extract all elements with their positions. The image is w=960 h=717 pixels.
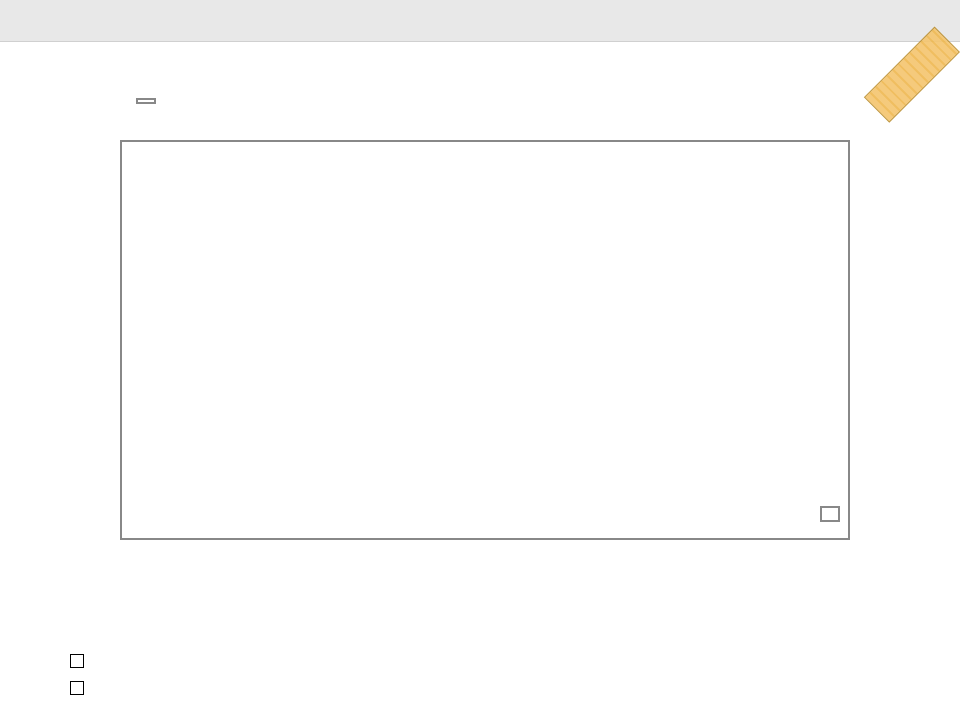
bullet-icon [70,681,84,695]
bullet-2 [70,676,92,699]
bullet-1 [70,649,92,672]
page-title [0,42,960,74]
top-bar [0,0,960,42]
footnotes [70,645,92,703]
bullet-icon [70,654,84,668]
chart-svg [122,142,848,538]
y-overflow-tick [136,98,156,104]
chart-plot-area [120,140,850,540]
